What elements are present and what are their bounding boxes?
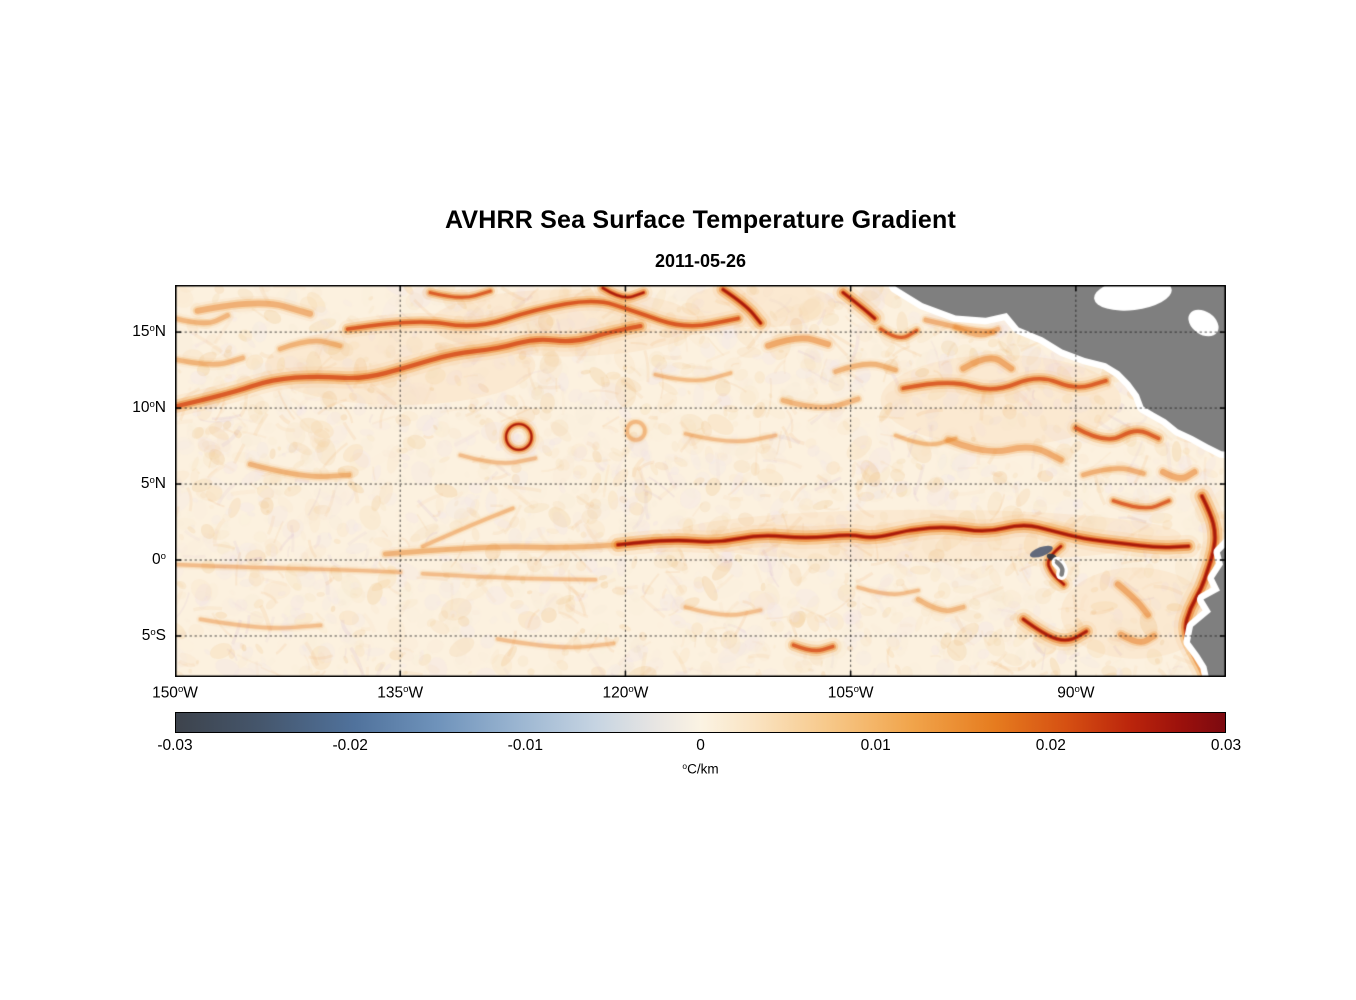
degree-mark: o (403, 684, 409, 695)
colorbar-tick-label: 0.03 (1210, 737, 1242, 754)
degree-mark: o (150, 626, 156, 638)
degree-mark: o (1074, 684, 1080, 695)
x-tick-label: 135oW (377, 684, 424, 702)
degree-mark: o (149, 398, 155, 410)
degree-mark: o (628, 684, 634, 695)
degree-mark: o (853, 684, 859, 695)
degree-mark: o (160, 550, 166, 562)
colorbar-gradient (175, 712, 1226, 733)
x-axis-tick-labels: 150oW 135oW 120oW 105oW 90oW (152, 684, 1226, 706)
y-axis-tick-labels: 15oN 10oN 5oN 0o 5oS (0, 285, 166, 677)
colorbar-tick-label: 0.01 (860, 737, 891, 754)
colorbar-tick-labels: -0.03 -0.02 -0.01 0 0.01 0.02 0.03 (157, 737, 1241, 757)
degree-mark: o (149, 322, 155, 334)
x-tick-label: 105oW (827, 684, 874, 702)
y-tick-label: 15oN (132, 322, 166, 341)
colorbar-tick-label: 0.02 (1035, 737, 1066, 754)
chart-title: AVHRR Sea Surface Temperature Gradient (445, 206, 956, 234)
y-tick-label: 5oS (141, 626, 166, 645)
colorbar-tick-label: -0.02 (332, 737, 368, 754)
chart-subtitle: 2011-05-26 (654, 251, 747, 271)
x-tick-label: 150oW (152, 684, 198, 702)
sst-gradient-map (175, 285, 1226, 677)
degree-mark: o (177, 684, 184, 695)
y-tick-label: 5oN (140, 474, 166, 493)
colorbar-unit-label: oC/km (682, 761, 719, 777)
colorbar-tick-label: 0 (696, 737, 705, 754)
x-tick-label: 90oW (1057, 684, 1095, 702)
y-tick-label: 10oN (132, 398, 166, 417)
degree-mark: o (149, 474, 155, 486)
degree-mark: o (682, 761, 688, 771)
colorbar-tick-label: -0.01 (507, 737, 543, 754)
colorbar-tick-label: -0.03 (157, 737, 193, 754)
map-plot-area (175, 285, 1226, 677)
y-tick-label: 0o (152, 550, 166, 569)
x-tick-label: 120oW (602, 684, 649, 702)
